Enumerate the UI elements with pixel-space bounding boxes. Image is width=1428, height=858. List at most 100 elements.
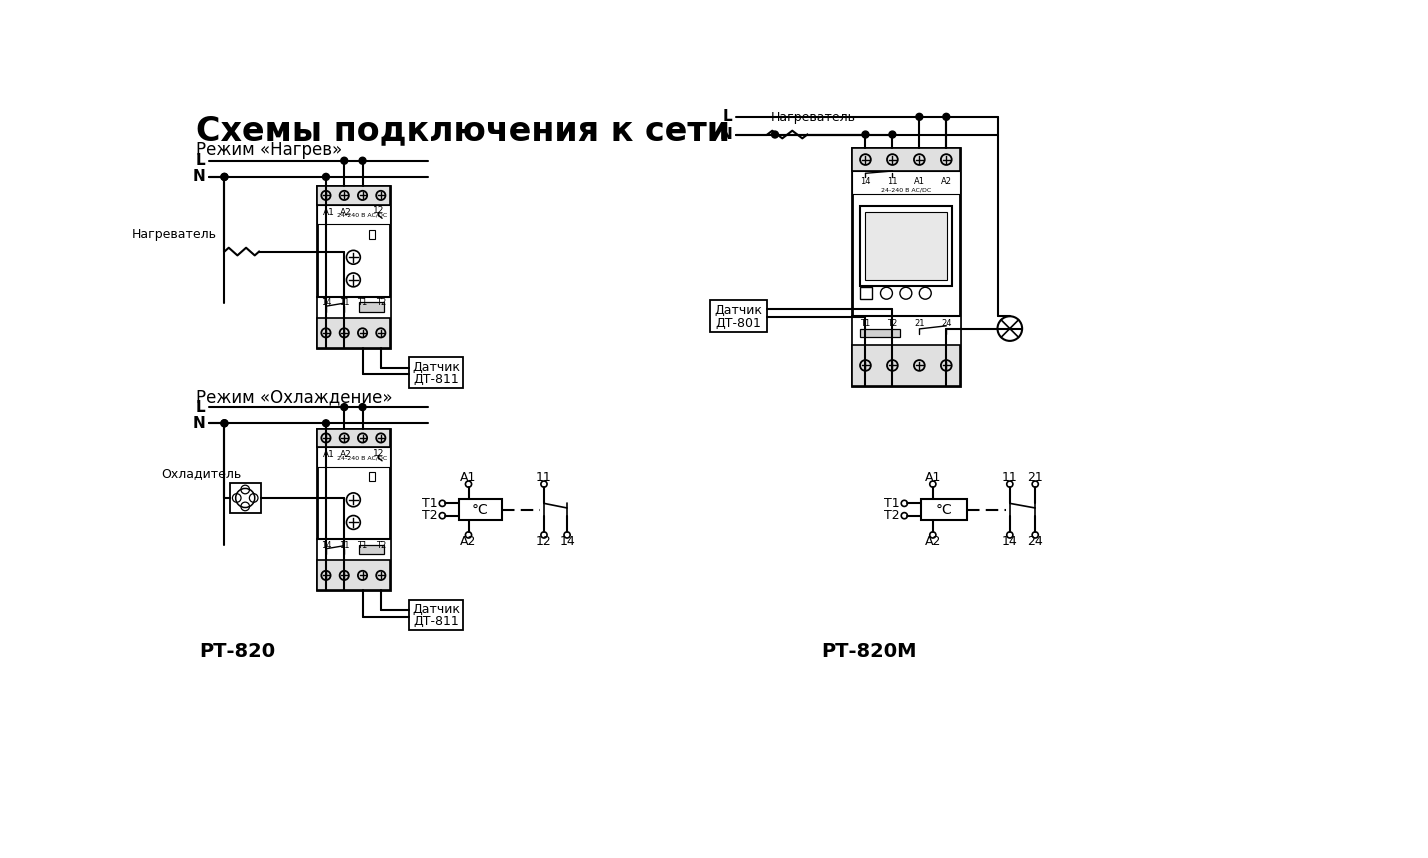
Bar <box>860 287 873 299</box>
Circle shape <box>341 403 347 411</box>
Circle shape <box>863 131 868 138</box>
Text: L: L <box>723 109 733 124</box>
Bar <box>370 472 374 481</box>
Text: T1: T1 <box>357 299 367 307</box>
Text: T2: T2 <box>376 299 386 307</box>
Text: T2: T2 <box>887 319 898 329</box>
Bar <box>710 300 767 332</box>
Bar <box>317 560 390 590</box>
Text: 14: 14 <box>1002 535 1018 548</box>
Bar <box>865 213 947 280</box>
Text: 14: 14 <box>321 541 331 550</box>
Bar <box>317 186 390 347</box>
Bar <box>317 205 390 224</box>
Bar <box>360 302 384 311</box>
Circle shape <box>221 173 228 180</box>
Bar <box>317 429 390 590</box>
Text: Режим «Охлаждение»: Режим «Охлаждение» <box>196 388 393 406</box>
Text: T2: T2 <box>423 509 438 523</box>
Bar <box>853 148 960 386</box>
Circle shape <box>915 113 922 120</box>
Circle shape <box>221 420 228 426</box>
Text: Охладитель: Охладитель <box>161 467 241 480</box>
Text: ДТ-811: ДТ-811 <box>413 615 458 628</box>
Text: 11: 11 <box>887 178 898 186</box>
Text: A1: A1 <box>925 471 941 484</box>
Bar <box>370 230 374 239</box>
Text: N: N <box>193 169 206 184</box>
Text: 21: 21 <box>1027 471 1042 484</box>
Text: 11: 11 <box>1002 471 1018 484</box>
Text: 24-240 В AC/DC: 24-240 В AC/DC <box>337 213 387 218</box>
Bar <box>460 498 501 520</box>
Text: 11: 11 <box>536 471 551 484</box>
Bar <box>410 600 463 631</box>
Text: 11: 11 <box>338 299 350 307</box>
Circle shape <box>942 113 950 120</box>
Bar <box>317 186 390 205</box>
Text: A2: A2 <box>460 535 477 548</box>
Text: A1: A1 <box>914 178 925 186</box>
Text: 11: 11 <box>338 541 350 550</box>
Text: ДТ-801: ДТ-801 <box>715 317 761 329</box>
Text: Датчик: Датчик <box>413 603 460 616</box>
Bar <box>317 318 390 347</box>
Text: Датчик: Датчик <box>714 305 763 317</box>
Bar <box>317 447 390 467</box>
Text: 14: 14 <box>560 535 575 548</box>
Bar <box>410 357 463 388</box>
Text: N: N <box>193 416 206 431</box>
Text: A1: A1 <box>323 208 336 216</box>
Circle shape <box>323 420 330 426</box>
Text: T1: T1 <box>357 541 367 550</box>
Bar <box>853 172 960 194</box>
Text: 24: 24 <box>941 319 951 329</box>
Text: Датчик: Датчик <box>413 360 460 373</box>
Text: T1: T1 <box>884 497 900 510</box>
Circle shape <box>771 131 778 138</box>
Text: 24: 24 <box>1027 535 1042 548</box>
Text: T2: T2 <box>376 541 386 550</box>
Text: A2: A2 <box>941 178 952 186</box>
Text: Схемы подключения к сети: Схемы подключения к сети <box>196 114 730 148</box>
Bar <box>317 540 390 560</box>
Text: T1: T1 <box>860 319 871 329</box>
Text: L: L <box>196 154 206 168</box>
Text: РТ-820М: РТ-820М <box>821 643 917 662</box>
Bar <box>853 148 960 172</box>
Text: ДТ-811: ДТ-811 <box>413 373 458 386</box>
Text: L: L <box>196 400 206 414</box>
Text: Нагреватель: Нагреватель <box>771 111 857 124</box>
Text: РТ-820: РТ-820 <box>198 643 276 662</box>
Text: 21: 21 <box>914 319 924 329</box>
Circle shape <box>323 173 330 180</box>
Bar <box>230 482 261 513</box>
Text: Режим «Нагрев»: Режим «Нагрев» <box>196 142 343 160</box>
Text: A2: A2 <box>340 450 351 459</box>
Text: °C: °C <box>935 503 952 517</box>
Bar <box>860 329 901 337</box>
Text: 12: 12 <box>373 206 384 215</box>
Text: A2: A2 <box>340 208 351 216</box>
Text: A1: A1 <box>323 450 336 459</box>
Bar <box>317 429 390 447</box>
Text: N: N <box>720 127 733 142</box>
Text: 24-240 В AC/DC: 24-240 В AC/DC <box>337 456 387 461</box>
Circle shape <box>221 173 228 180</box>
Bar <box>853 345 960 386</box>
Circle shape <box>221 420 228 426</box>
Text: 14: 14 <box>860 178 871 186</box>
Bar <box>317 297 390 318</box>
Bar <box>860 206 952 286</box>
Circle shape <box>358 403 366 411</box>
Text: A2: A2 <box>925 535 941 548</box>
Circle shape <box>358 157 366 164</box>
Bar <box>853 316 960 345</box>
Circle shape <box>341 157 347 164</box>
Text: 12: 12 <box>373 449 384 457</box>
Text: 14: 14 <box>321 299 331 307</box>
Bar <box>921 498 968 520</box>
Text: Нагреватель: Нагреватель <box>131 228 217 241</box>
Bar <box>360 545 384 554</box>
Text: T2: T2 <box>884 509 900 523</box>
